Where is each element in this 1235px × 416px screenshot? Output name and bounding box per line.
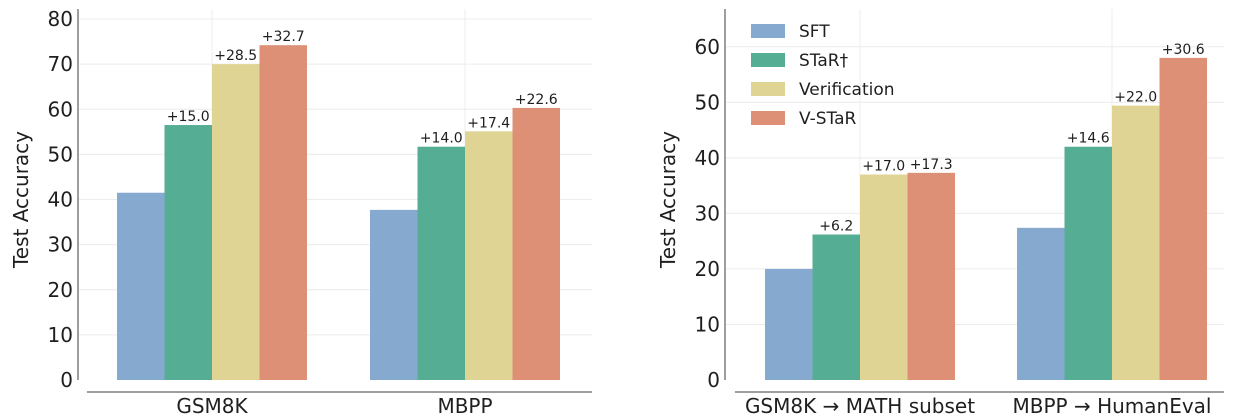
legend-swatch	[751, 82, 785, 96]
y-tick-label: 50	[48, 142, 73, 166]
y-tick-label: 60	[48, 97, 73, 121]
bar-data-label: +15.0	[167, 109, 210, 125]
x-tick-label: MBPP	[437, 394, 492, 416]
bar	[370, 209, 418, 380]
y-tick-label: 0	[60, 368, 73, 392]
legend-label: SFT	[799, 22, 830, 42]
chart-left: 0 10 20 30 40 50 60 70 80 +15.0 +14.0 +28.5 +17.4 +32…	[9, 7, 592, 416]
y-tick-label: 10	[695, 312, 720, 336]
y-axis-title: Test Accuracy	[656, 131, 680, 269]
y-tick-label: 20	[695, 257, 720, 281]
bar	[1064, 146, 1112, 380]
bar-data-label: +14.6	[1067, 131, 1110, 147]
bar-data-label: +6.2	[819, 218, 853, 234]
bar	[212, 64, 260, 380]
y-tick-label: 30	[695, 201, 720, 225]
x-tick-label: GSM8K	[176, 394, 248, 416]
bar	[907, 172, 955, 380]
bar-data-label: +28.5	[214, 48, 257, 64]
y-tick-label: 40	[695, 146, 720, 170]
bar	[512, 107, 560, 381]
legend-swatch	[751, 53, 785, 67]
bar	[1017, 227, 1065, 380]
bar	[164, 125, 212, 380]
y-tick-label: 20	[48, 278, 73, 302]
y-tick-label: 60	[695, 35, 720, 59]
y-tick-label: 70	[48, 52, 73, 76]
bar	[765, 268, 813, 380]
x-tick-label: MBPP → HumanEval	[1013, 394, 1212, 416]
legend: SFT STaR† Verification V-STaR	[751, 22, 895, 129]
legend-swatch	[751, 111, 785, 125]
bar	[259, 45, 307, 381]
bar-data-label: +22.0	[1114, 90, 1157, 106]
bar	[465, 131, 513, 380]
x-tick-label: GSM8K → MATH subset	[745, 394, 975, 416]
bar-data-label: +17.3	[910, 157, 953, 173]
chart-right: 0 10 20 30 40 50 60 +6.2 +14.6 +17.0 +22.0 +17.3 +30…	[656, 9, 1224, 416]
legend-label: V-STaR	[799, 109, 857, 129]
bar-data-label: +17.4	[467, 115, 510, 131]
legend-label: Verification	[799, 80, 895, 100]
bar-data-label: +32.7	[262, 29, 305, 45]
legend-swatch	[751, 24, 785, 38]
y-tick-label: 80	[48, 7, 73, 31]
y-tick-label: 50	[695, 90, 720, 114]
y-tick-label: 10	[48, 323, 73, 347]
bar	[812, 234, 860, 380]
y-tick-label: 0	[707, 368, 720, 392]
y-axis-title: Test Accuracy	[9, 131, 33, 269]
bar-data-label: +14.0	[420, 131, 463, 147]
legend-label: STaR†	[799, 51, 849, 71]
bar	[1112, 105, 1160, 380]
y-tick-label: 30	[48, 233, 73, 257]
bar	[117, 192, 165, 380]
bar-data-label: +17.0	[862, 159, 905, 175]
bar	[860, 174, 908, 380]
y-tick-label: 40	[48, 188, 73, 212]
bar-data-label: +30.6	[1162, 42, 1205, 58]
bar	[417, 146, 465, 380]
bar-data-label: +22.6	[515, 92, 558, 108]
bar	[1159, 57, 1207, 380]
